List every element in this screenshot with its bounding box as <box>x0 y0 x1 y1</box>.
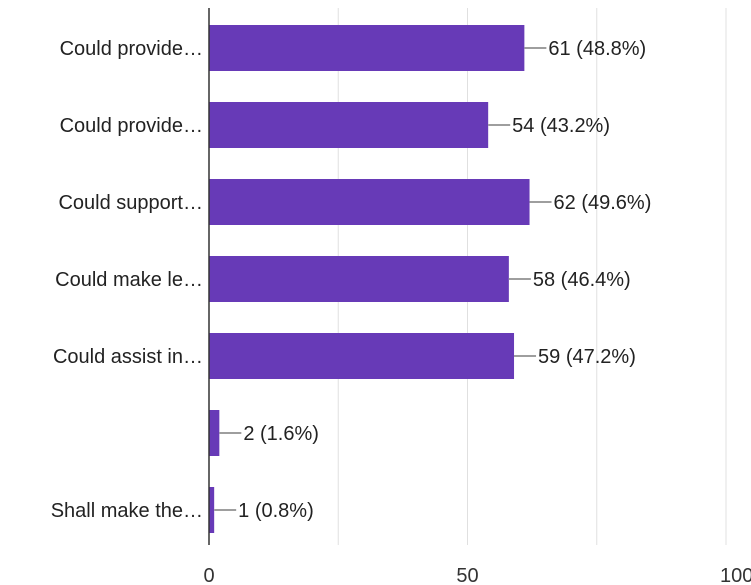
value-label: 58 (46.4%) <box>533 269 631 291</box>
value-label: 2 (1.6%) <box>243 423 319 445</box>
labels: 61 (48.8%) Could provide… 54 (43.2%) Could … <box>51 38 751 585</box>
category-label: Could make le… <box>55 269 203 291</box>
value-label: 54 (43.2%) <box>512 115 610 137</box>
value-label: 62 (49.6%) <box>554 192 652 214</box>
bar <box>209 333 515 379</box>
x-tick-label: 50 <box>456 565 478 585</box>
value-label: 59 (47.2%) <box>538 346 636 368</box>
value-label: 1 (0.8%) <box>238 500 314 522</box>
category-label: Shall make the… <box>51 500 203 522</box>
value-label: 61 (48.8%) <box>548 38 646 60</box>
bar <box>209 179 530 225</box>
category-label: Could provide… <box>60 115 203 137</box>
bar <box>209 102 489 148</box>
bars <box>209 25 530 533</box>
bar <box>209 25 525 71</box>
bar <box>209 410 220 456</box>
category-label: Could provide… <box>60 38 203 60</box>
bar <box>209 487 215 533</box>
x-tick-label: 100 <box>720 565 751 585</box>
category-label: Could assist in… <box>53 346 203 368</box>
x-tick-label: 0 <box>203 565 214 585</box>
category-label: Could support… <box>58 192 203 214</box>
bar <box>209 256 509 302</box>
